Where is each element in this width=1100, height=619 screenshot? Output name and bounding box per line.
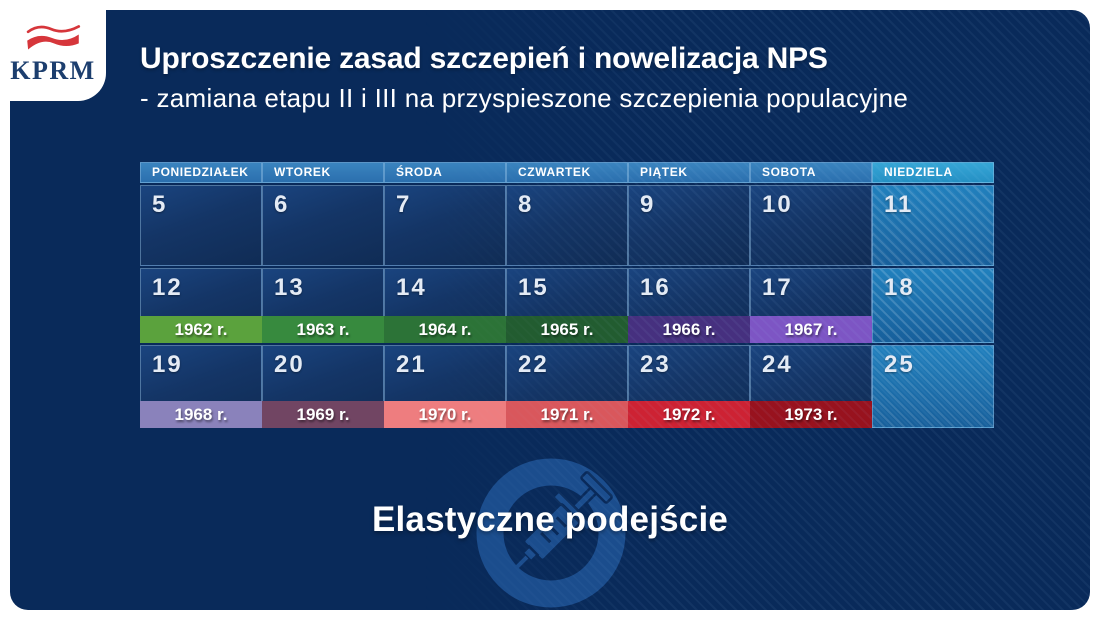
- calendar-day-cell: 16 1966 r.: [628, 268, 750, 343]
- birth-year-badge: 1963 r.: [262, 316, 384, 343]
- calendar-day-cell: 8: [506, 185, 628, 266]
- date-number: 9: [640, 191, 656, 218]
- calendar-day-cell-sunday: 25: [872, 345, 994, 428]
- calendar-day-cell: 6: [262, 185, 384, 266]
- birth-year-badge: 1972 r.: [628, 401, 750, 428]
- calendar-week-row: 5 6 7 8 9 10 11: [140, 185, 994, 266]
- calendar-day-cell: 24 1973 r.: [750, 345, 872, 428]
- calendar-day-cell: 20 1969 r.: [262, 345, 384, 428]
- calendar-day-cell: 13 1963 r.: [262, 268, 384, 343]
- birth-year-label: 1971 r.: [540, 404, 594, 424]
- weekday-header-saturday: SOBOTA: [750, 162, 872, 183]
- calendar-day-cell: 17 1967 r.: [750, 268, 872, 343]
- weekday-header-row: PONIEDZIAŁEK WTOREK ŚRODA CZWARTEK PIĄTE…: [140, 162, 994, 183]
- weekday-header-sunday: NIEDZIELA: [872, 162, 994, 183]
- birth-year-label: 1963 r.: [296, 319, 350, 339]
- kprm-logo-card: KPRM: [0, 0, 106, 101]
- vaccination-calendar: PONIEDZIAŁEK WTOREK ŚRODA CZWARTEK PIĄTE…: [140, 162, 994, 430]
- date-number: 7: [396, 191, 412, 218]
- calendar-day-cell: 21 1970 r.: [384, 345, 506, 428]
- date-number: 12: [152, 274, 183, 301]
- calendar-day-cell-sunday: 11: [872, 185, 994, 266]
- page-title: Uproszczenie zasad szczepień i nowelizac…: [140, 42, 828, 75]
- calendar-day-cell: 23 1972 r.: [628, 345, 750, 428]
- birth-year-badge: 1969 r.: [262, 401, 384, 428]
- poland-flag-icon: [26, 24, 81, 50]
- birth-year-badge: 1968 r.: [140, 401, 262, 428]
- calendar-day-cell: 9: [628, 185, 750, 266]
- birth-year-label: 1967 r.: [784, 319, 838, 339]
- calendar-day-cell: 22 1971 r.: [506, 345, 628, 428]
- date-number: 10: [762, 191, 793, 218]
- calendar-day-cell: 15 1965 r.: [506, 268, 628, 343]
- date-number: 8: [518, 191, 534, 218]
- calendar-day-cell: 19 1968 r.: [140, 345, 262, 428]
- calendar-day-cell-sunday: 18: [872, 268, 994, 343]
- birth-year-badge: 1962 r.: [140, 316, 262, 343]
- date-number: 23: [640, 351, 671, 378]
- date-number: 11: [884, 191, 914, 218]
- date-number: 13: [274, 274, 305, 301]
- date-number: 16: [640, 274, 671, 301]
- kprm-logo-text: KPRM: [10, 55, 96, 85]
- weekday-header-monday: PONIEDZIAŁEK: [140, 162, 262, 183]
- calendar-week-row: 19 1968 r. 20 1969 r. 21 1970 r. 22 1971…: [140, 345, 994, 428]
- page-subtitle: - zamiana etapu II i III na przyspieszon…: [140, 83, 909, 113]
- birth-year-badge: 1966 r.: [628, 316, 750, 343]
- date-number: 25: [884, 351, 915, 378]
- date-number: 19: [152, 351, 183, 378]
- birth-year-badge: 1970 r.: [384, 401, 506, 428]
- birth-year-badge: 1965 r.: [506, 316, 628, 343]
- calendar-day-cell: 10: [750, 185, 872, 266]
- footer-caption: Elastyczne podejście: [371, 500, 729, 539]
- syringe-watermark-icon: [476, 458, 626, 608]
- birth-year-badge: 1964 r.: [384, 316, 506, 343]
- date-number: 18: [884, 274, 915, 301]
- calendar-week-row: 12 1962 r. 13 1963 r. 14 1964 r. 15 1965…: [140, 268, 994, 343]
- weekday-header-thursday: CZWARTEK: [506, 162, 628, 183]
- date-number: 20: [274, 351, 305, 378]
- date-number: 15: [518, 274, 549, 301]
- birth-year-label: 1968 r.: [174, 404, 228, 424]
- birth-year-label: 1973 r.: [784, 404, 838, 424]
- date-number: 5: [152, 191, 168, 218]
- birth-year-label: 1970 r.: [418, 404, 472, 424]
- weekday-header-friday: PIĄTEK: [628, 162, 750, 183]
- date-number: 6: [274, 191, 290, 218]
- weekday-header-tuesday: WTOREK: [262, 162, 384, 183]
- birth-year-label: 1969 r.: [296, 404, 350, 424]
- date-number: 24: [762, 351, 793, 378]
- calendar-day-cell: 12 1962 r.: [140, 268, 262, 343]
- date-number: 17: [762, 274, 793, 301]
- calendar-day-cell: 14 1964 r.: [384, 268, 506, 343]
- birth-year-label: 1962 r.: [174, 319, 228, 339]
- birth-year-badge: 1971 r.: [506, 401, 628, 428]
- date-number: 21: [396, 351, 427, 378]
- birth-year-badge: 1973 r.: [750, 401, 872, 428]
- birth-year-label: 1964 r.: [418, 319, 472, 339]
- calendar-day-cell: 5: [140, 185, 262, 266]
- birth-year-badge: 1967 r.: [750, 316, 872, 343]
- calendar-day-cell: 7: [384, 185, 506, 266]
- date-number: 14: [396, 274, 427, 301]
- weekday-header-wednesday: ŚRODA: [384, 162, 506, 183]
- birth-year-label: 1965 r.: [540, 319, 594, 339]
- birth-year-label: 1966 r.: [662, 319, 716, 339]
- birth-year-label: 1972 r.: [662, 404, 716, 424]
- date-number: 22: [518, 351, 549, 378]
